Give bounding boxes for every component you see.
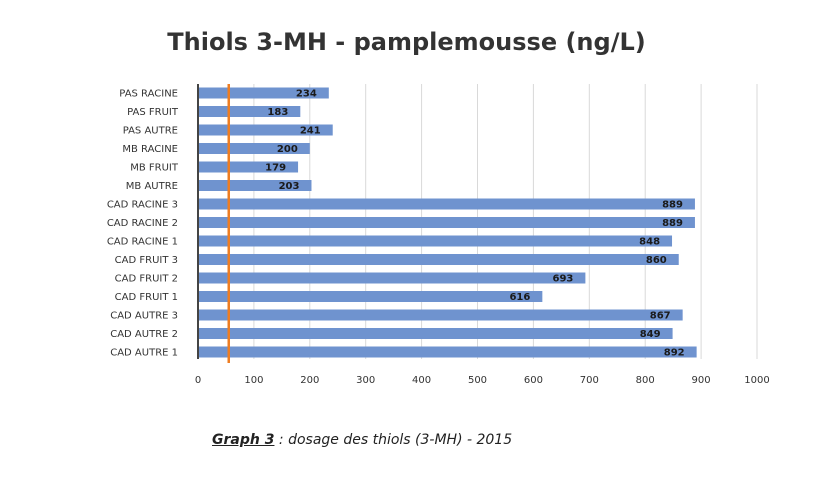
bar (198, 106, 301, 117)
x-tick-label: 300 (356, 375, 375, 386)
data-label: 183 (267, 107, 288, 118)
category-label: CAD FRUIT 1 (115, 292, 178, 303)
x-tick-label: 700 (580, 375, 599, 386)
category-label: CAD RACINE 1 (107, 237, 178, 248)
x-tick-label: 500 (468, 375, 487, 386)
bar (198, 124, 333, 136)
x-tick-label: 400 (412, 375, 431, 386)
category-label: MB RACINE (122, 144, 178, 155)
x-tick-label: 1000 (744, 375, 769, 386)
data-label: 867 (650, 311, 671, 322)
x-tick-label: 800 (636, 375, 655, 386)
category-label: CAD FRUIT 2 (115, 274, 178, 285)
x-tick-label: 900 (692, 375, 711, 386)
bar (198, 254, 679, 265)
data-label: 849 (640, 329, 661, 340)
data-label: 892 (664, 348, 685, 359)
category-label: PAS AUTRE (123, 126, 178, 137)
category-label: CAD AUTRE 1 (110, 348, 178, 359)
bar (198, 161, 299, 173)
bar (198, 235, 673, 247)
category-label: CAD AUTRE 3 (110, 311, 178, 322)
bar (198, 198, 695, 210)
bar (198, 309, 683, 321)
category-label: PAS FRUIT (127, 107, 179, 118)
bar (198, 87, 329, 99)
category-label: CAD RACINE 2 (107, 218, 178, 229)
data-label: 889 (662, 200, 683, 211)
caption-text: : dosage des thiols (3-MH) - 2015 (274, 432, 513, 448)
chart-title: Thiols 3-MH - pamplemousse (ng/L) (167, 28, 646, 56)
data-label: 234 (296, 89, 317, 100)
category-label: PAS RACINE (119, 89, 178, 100)
caption-label: Graph 3 (212, 432, 275, 448)
category-label: CAD RACINE 3 (107, 200, 178, 211)
data-label: 241 (300, 126, 321, 137)
category-label: CAD AUTRE 2 (110, 329, 178, 340)
data-label: 200 (277, 144, 298, 155)
data-label: 179 (265, 163, 286, 174)
category-label: CAD FRUIT 3 (115, 255, 178, 266)
x-tick-label: 0 (195, 375, 201, 386)
category-label: MB FRUIT (130, 163, 179, 174)
bar (198, 143, 310, 154)
x-tick-label: 200 (300, 375, 319, 386)
bar (198, 291, 543, 302)
category-label: MB AUTRE (126, 181, 178, 192)
x-tick-label: 100 (244, 375, 263, 386)
data-label: 203 (279, 181, 300, 192)
bar (198, 272, 586, 284)
data-label: 889 (662, 218, 683, 229)
bar (198, 180, 312, 191)
bar (198, 328, 673, 339)
bar (198, 217, 695, 228)
figure-caption: Graph 3 : dosage des thiols (3-MH) - 201… (212, 432, 512, 448)
data-label: 616 (509, 292, 530, 303)
bar (198, 346, 697, 358)
x-tick-label: 600 (524, 375, 543, 386)
data-label: 693 (553, 274, 574, 285)
data-label: 848 (639, 237, 660, 248)
data-label: 860 (646, 255, 667, 266)
